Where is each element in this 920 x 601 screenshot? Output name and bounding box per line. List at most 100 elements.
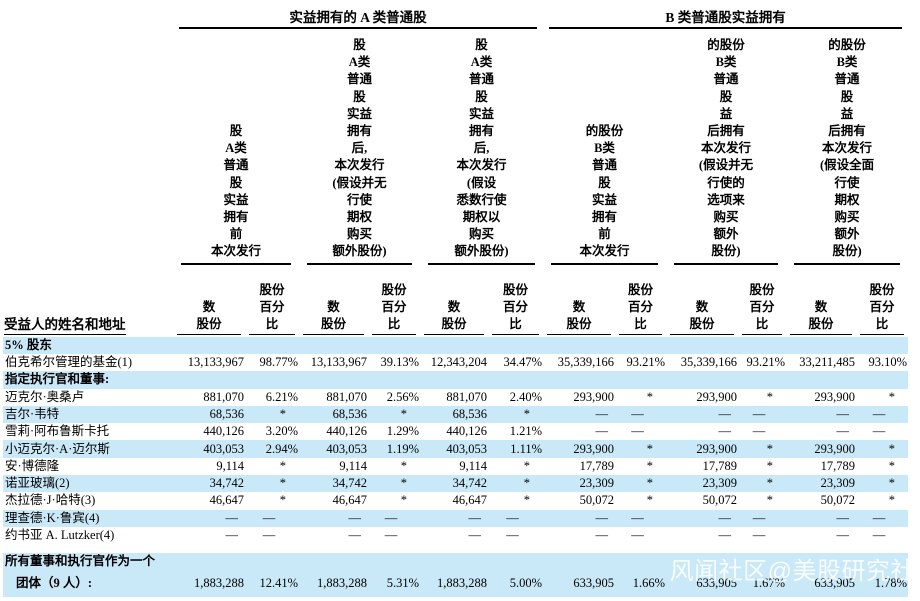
table-row: 雪莉·阿布鲁斯卡托 440,126 3.20% 440,126 1.29% 440,126…: [3, 423, 908, 440]
data-cell: *: [766, 476, 774, 491]
column-header-spacer: [3, 29, 173, 265]
table-row: 诺亚玻璃(2) 34,742 * 34,742 * 34,742 * 23,309 * 23,30…: [3, 475, 909, 493]
watermark: 风闻社区@美股研究社: [669, 558, 915, 585]
data-cell: —: [631, 510, 644, 525]
column-header-5-lines: 的股份 B类 普通股益后拥有 本次发行 (假设并无 行使的 选项来 购买 额外 股份): [674, 29, 779, 265]
data-cell: 46,647: [209, 493, 244, 508]
ownership-table: 实益拥有的 A 类普通股 B 类普通股实益拥有 股 A类 普通股实益 拥有前本次发行股…: [3, 6, 909, 597]
data-cell: —: [872, 424, 886, 439]
table-row: 安·博德隆 9,114 * 9,114 * 9,114 * 17,789 * 17,789 * 17,…: [3, 458, 908, 475]
data-cell: 1.29%: [386, 424, 419, 439]
data-cell: —: [631, 406, 644, 421]
total-label-line1: 所有董事和执行官作为一个: [5, 554, 156, 569]
data-cell: 9,114: [459, 458, 487, 473]
data-cell: 403,053: [326, 441, 367, 456]
data-cell: 881,070: [203, 389, 244, 404]
row-label: 雪莉·阿布鲁斯卡托: [5, 424, 110, 439]
column-header-5: 的股份 B类 普通股益后拥有 本次发行 (假设并无 行使的 选项来 购买 额外 股份): [666, 29, 786, 265]
column-header-3: 股 A类 普通股实益 拥有 后, 本次发行 (假设 悉数行使 期权以 购买 额外股份): [420, 29, 543, 265]
subheader-pct-2-label: 股份 百分比: [372, 282, 416, 335]
column-header-3-lines: 股 A类 普通股实益 拥有 后, 本次发行 (假设 悉数行使 期权以 购买 额外股份): [428, 29, 536, 265]
subheader-pct-3-label: 股份 百分比: [492, 282, 540, 335]
data-cell: 1.78%: [874, 576, 908, 590]
data-cell: —: [262, 510, 276, 525]
table-row: 杰拉德·J·哈特(3) 46,647 * 46,647 * 46,647 * 50,072 * 5…: [3, 492, 908, 509]
subheader-count-2-label: 数股份: [303, 299, 364, 335]
data-cell: 293,900: [814, 441, 856, 456]
data-cell: —: [836, 528, 850, 543]
data-cell: 633,905: [573, 576, 615, 590]
data-cell: 1.11%: [510, 441, 543, 456]
data-cell: 1,883,288: [317, 576, 367, 590]
column-header-2-lines: 股 A类 普通股实益 拥有 后, 本次发行 (假设并无 行使 期权 购买 额外股份): [307, 29, 412, 265]
subheader-count-1: 数股份: [173, 265, 245, 337]
data-cell: 1,883,288: [437, 576, 487, 590]
data-cell: 93.21%: [746, 355, 786, 370]
subheader-pct-1-label: 股份 百分比: [249, 282, 295, 335]
section-label: 指定执行官和董事:: [5, 372, 110, 387]
data-cell: —: [872, 510, 886, 525]
data-cell: 12,343,204: [430, 355, 487, 370]
data-cell: —: [468, 528, 482, 543]
data-cell: *: [646, 441, 654, 456]
data-cell: 881,070: [326, 389, 367, 404]
subheader-count-6-label: 数股份: [790, 299, 853, 335]
data-cell: *: [888, 476, 896, 491]
data-cell: *: [400, 493, 407, 508]
data-cell: —: [348, 510, 362, 525]
column-header-1-lines: 股 A类 普通股实益 拥有前本次发行: [181, 115, 291, 265]
data-cell: *: [888, 458, 896, 473]
row-label: 约书亚 A. Lutzker(4): [5, 528, 115, 543]
data-cell: 12.41%: [259, 576, 298, 590]
data-cell: 1.66%: [632, 576, 666, 590]
subheader-pct-5: 股份 百分比: [738, 265, 786, 337]
data-cell: 50,072: [579, 493, 615, 508]
total-row-line1: 所有董事和执行官作为一个: [3, 553, 909, 571]
data-cell: 93.21%: [626, 355, 666, 370]
data-cell: —: [836, 424, 850, 439]
table-body: 5% 股东 伯克希尔管理的基金(1) 13,133,967 98.77% 13,133,…: [3, 336, 909, 597]
data-cell: 13,133,967: [187, 355, 244, 370]
subheader-count-1-label: 数股份: [177, 299, 241, 335]
data-cell: 1.67%: [752, 576, 786, 590]
data-cell: —: [718, 406, 732, 421]
data-cell: 440,126: [203, 424, 244, 439]
column-header-4: 的股份 B类 普通股实益 拥有前本次发行: [543, 29, 666, 265]
data-cell: 68,536: [452, 406, 487, 421]
group-header-row: 实益拥有的 A 类普通股 B 类普通股实益拥有: [3, 6, 908, 29]
data-cell: 9,114: [216, 458, 244, 473]
group-header-class-a-label: 实益拥有的 A 类普通股: [179, 6, 538, 29]
subheader-count-4-label: 数股份: [547, 299, 612, 335]
data-cell: —: [836, 406, 850, 421]
data-cell: *: [400, 406, 407, 421]
row-label: 杰拉德·J·哈特(3): [5, 493, 96, 508]
group-header-spacer: [3, 6, 173, 29]
data-cell: 1.21%: [509, 424, 543, 439]
data-cell: *: [400, 458, 407, 473]
data-cell: 2.94%: [265, 441, 298, 456]
data-cell: 5.00%: [509, 576, 543, 590]
data-cell: —: [468, 510, 482, 525]
subheader-pct-1: 股份 百分比: [245, 265, 299, 337]
row-label: 伯克希尔管理的基金(1): [5, 355, 133, 370]
column-headers-row: 股 A类 普通股实益 拥有前本次发行股 A类 普通股实益 拥有 后, 本次发行 (假设并无 行使 期权…: [3, 29, 908, 265]
data-cell: 633,905: [696, 576, 738, 590]
data-cell: 2.40%: [509, 389, 543, 404]
data-cell: 17,789: [579, 458, 615, 473]
data-cell: *: [646, 458, 654, 473]
table-row: 伯克希尔管理的基金(1) 13,133,967 98.77% 13,133,967 39…: [3, 354, 908, 371]
data-cell: *: [888, 441, 896, 456]
data-cell: 23,309: [702, 476, 738, 491]
subheader-pct-6: 股份 百分比: [856, 265, 908, 337]
data-cell: *: [646, 476, 654, 491]
data-cell: 403,053: [446, 441, 487, 456]
data-cell: 17,789: [702, 458, 738, 473]
data-cell: —: [262, 528, 276, 543]
data-cell: —: [752, 406, 766, 421]
data-cell: 39.13%: [380, 355, 419, 370]
group-header-class-b-label: B 类普通股实益拥有: [549, 6, 903, 29]
data-cell: 23,309: [820, 476, 856, 491]
data-cell: 93.10%: [868, 355, 908, 370]
table-row: 约书亚 A. Lutzker(4) — — — — — — — — — — — —: [3, 527, 908, 544]
data-cell: —: [718, 510, 732, 525]
